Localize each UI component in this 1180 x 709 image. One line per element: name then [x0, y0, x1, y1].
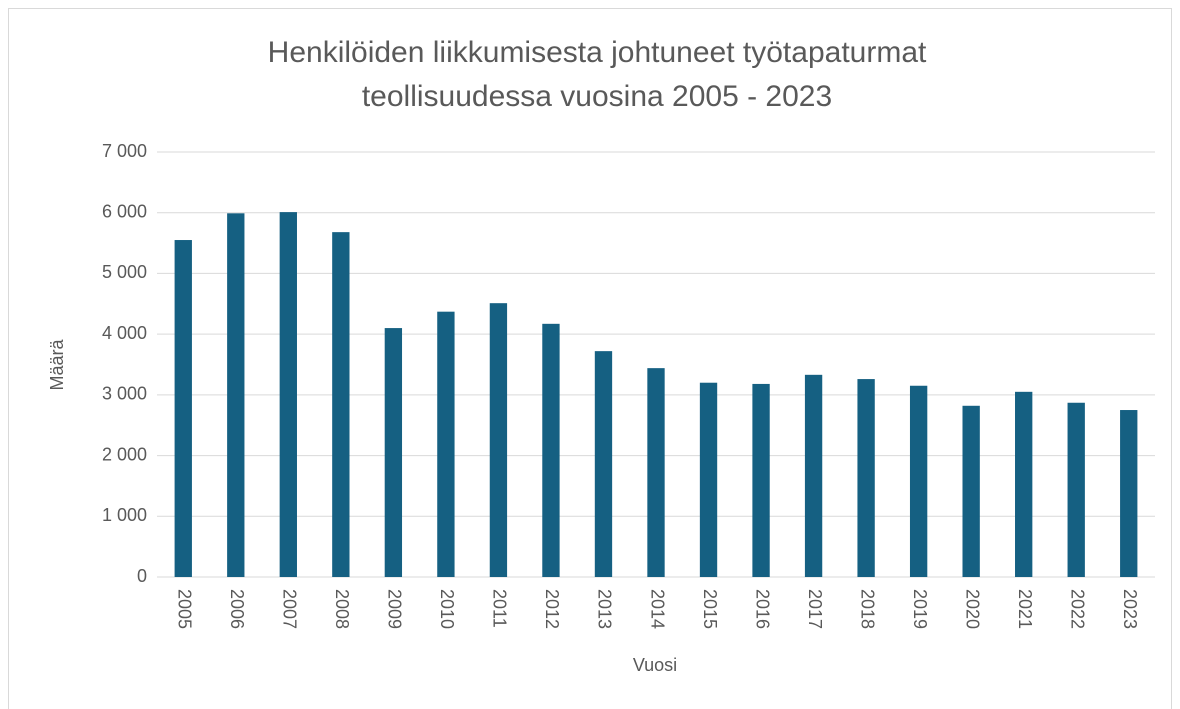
- y-tick-label: 5 000: [102, 262, 147, 282]
- x-tick-label: 2013: [595, 589, 615, 629]
- bar: [542, 323, 560, 577]
- bar: [1120, 410, 1138, 577]
- y-tick-label: 6 000: [102, 201, 147, 221]
- bar: [279, 212, 297, 577]
- chart-title: Henkilöiden liikkumisesta johtuneet työt…: [268, 36, 927, 69]
- x-tick-label: 2008: [332, 589, 352, 629]
- x-tick-label: 2018: [857, 589, 877, 629]
- bar: [752, 383, 770, 577]
- x-tick-label: 2017: [805, 589, 825, 629]
- x-tick-label: 2015: [700, 589, 720, 629]
- x-tick-label: 2023: [1120, 589, 1140, 629]
- bar: [384, 328, 403, 577]
- x-axis-label: Vuosi: [633, 655, 677, 675]
- y-tick-label: 4 000: [102, 323, 147, 343]
- x-tick-label: 2012: [542, 589, 562, 629]
- bar: [437, 311, 455, 577]
- chart-border: [8, 8, 1172, 709]
- x-tick-label: 2005: [175, 589, 195, 629]
- y-tick-label: 2 000: [102, 444, 147, 464]
- bar: [857, 379, 875, 577]
- bar: [699, 382, 718, 577]
- bar: [227, 213, 245, 578]
- x-tick-label: 2020: [962, 589, 982, 629]
- x-tick-label: 2019: [910, 589, 930, 629]
- bar: [962, 405, 980, 577]
- x-tick-label: 2022: [1067, 589, 1087, 629]
- x-tick-label: 2014: [647, 589, 667, 629]
- x-tick-label: 2009: [385, 589, 405, 629]
- y-tick-label: 7 000: [102, 141, 147, 161]
- x-tick-label: 2006: [227, 589, 247, 629]
- bar: [804, 374, 823, 577]
- y-axis-label: Määrä: [47, 339, 67, 391]
- bar: [647, 368, 665, 577]
- bar: [1067, 402, 1085, 577]
- x-tick-label: 2010: [437, 589, 457, 629]
- chart-title: teollisuudessa vuosina 2005 - 2023: [362, 80, 832, 113]
- bar: [1015, 391, 1033, 577]
- x-tick-label: 2016: [752, 589, 772, 629]
- x-tick-label: 2021: [1015, 589, 1035, 629]
- bar: [332, 232, 350, 577]
- bar: [489, 303, 508, 577]
- bar: [174, 240, 192, 578]
- x-tick-label: 2011: [490, 589, 510, 628]
- y-tick-label: 0: [137, 566, 147, 586]
- y-tick-label: 3 000: [102, 384, 147, 404]
- bar: [594, 351, 613, 577]
- bar: [909, 385, 928, 577]
- x-tick-label: 2007: [280, 589, 300, 629]
- y-tick-label: 1 000: [102, 505, 147, 525]
